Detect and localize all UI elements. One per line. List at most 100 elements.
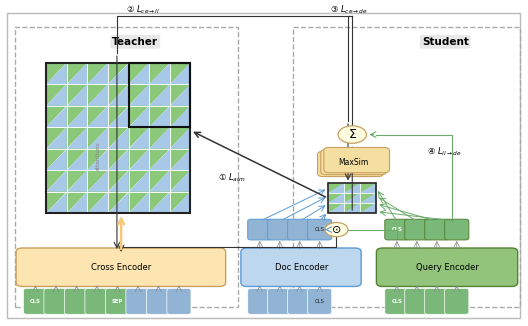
Polygon shape xyxy=(46,170,67,192)
Bar xyxy=(46,170,67,192)
Polygon shape xyxy=(67,63,87,84)
Polygon shape xyxy=(170,106,191,127)
Bar xyxy=(108,149,128,170)
Polygon shape xyxy=(344,193,360,203)
FancyBboxPatch shape xyxy=(288,289,312,314)
Bar xyxy=(46,127,67,149)
Text: CLS: CLS xyxy=(30,299,41,304)
Polygon shape xyxy=(87,192,108,213)
Polygon shape xyxy=(170,149,191,170)
Polygon shape xyxy=(149,149,170,170)
Polygon shape xyxy=(360,193,376,203)
FancyBboxPatch shape xyxy=(268,289,292,314)
Polygon shape xyxy=(128,149,149,170)
Bar xyxy=(87,192,108,213)
Polygon shape xyxy=(46,106,67,127)
Polygon shape xyxy=(87,170,108,192)
Polygon shape xyxy=(67,170,87,192)
Polygon shape xyxy=(46,170,67,192)
Polygon shape xyxy=(170,192,191,213)
Text: Teacher: Teacher xyxy=(112,37,158,47)
Bar xyxy=(87,106,108,127)
Text: ④ $L_{ll\rightarrow de}$: ④ $L_{ll\rightarrow de}$ xyxy=(427,145,461,158)
Polygon shape xyxy=(170,84,191,106)
Bar xyxy=(108,106,128,127)
Bar xyxy=(170,149,191,170)
Bar xyxy=(328,183,376,213)
FancyBboxPatch shape xyxy=(248,289,272,314)
Polygon shape xyxy=(128,84,149,106)
Bar xyxy=(170,192,191,213)
Bar xyxy=(149,192,170,213)
Polygon shape xyxy=(170,84,191,106)
Polygon shape xyxy=(344,183,360,193)
Polygon shape xyxy=(149,63,170,84)
Text: Σ: Σ xyxy=(348,128,356,141)
Polygon shape xyxy=(67,84,87,106)
Polygon shape xyxy=(87,149,108,170)
Bar xyxy=(149,106,170,127)
Polygon shape xyxy=(67,84,87,106)
Polygon shape xyxy=(149,170,170,192)
Bar xyxy=(87,127,108,149)
Polygon shape xyxy=(87,84,108,106)
Text: Cross Encoder: Cross Encoder xyxy=(91,262,151,272)
FancyBboxPatch shape xyxy=(268,219,292,240)
Bar xyxy=(67,170,87,192)
Bar xyxy=(108,84,128,106)
Bar xyxy=(170,84,191,106)
FancyBboxPatch shape xyxy=(126,289,150,314)
Polygon shape xyxy=(328,193,344,203)
Bar xyxy=(14,27,238,307)
FancyBboxPatch shape xyxy=(106,289,129,314)
Polygon shape xyxy=(87,63,108,84)
Circle shape xyxy=(338,126,366,143)
Polygon shape xyxy=(87,127,108,149)
Polygon shape xyxy=(46,127,67,149)
Bar xyxy=(293,27,520,307)
Bar xyxy=(128,192,149,213)
FancyBboxPatch shape xyxy=(288,219,312,240)
Polygon shape xyxy=(149,149,170,170)
FancyBboxPatch shape xyxy=(385,219,409,240)
Polygon shape xyxy=(108,63,128,84)
Bar xyxy=(170,127,191,149)
Bar xyxy=(149,63,170,84)
Bar xyxy=(360,193,376,203)
Polygon shape xyxy=(87,170,108,192)
Bar xyxy=(108,63,128,84)
Text: ③ $L_{ce\rightarrow de}$: ③ $L_{ce\rightarrow de}$ xyxy=(330,4,368,16)
Polygon shape xyxy=(128,192,149,213)
Bar xyxy=(149,127,170,149)
Polygon shape xyxy=(344,193,360,203)
Polygon shape xyxy=(46,149,67,170)
Polygon shape xyxy=(87,192,108,213)
Polygon shape xyxy=(67,192,87,213)
FancyBboxPatch shape xyxy=(425,289,449,314)
Polygon shape xyxy=(108,149,128,170)
Polygon shape xyxy=(360,183,376,193)
FancyBboxPatch shape xyxy=(317,151,383,177)
Polygon shape xyxy=(46,192,67,213)
FancyBboxPatch shape xyxy=(405,289,429,314)
Polygon shape xyxy=(108,127,128,149)
Polygon shape xyxy=(108,127,128,149)
Bar xyxy=(67,192,87,213)
Text: CLS: CLS xyxy=(315,299,325,304)
FancyBboxPatch shape xyxy=(308,219,332,240)
Polygon shape xyxy=(87,63,108,84)
FancyBboxPatch shape xyxy=(445,219,469,240)
Polygon shape xyxy=(67,192,87,213)
Polygon shape xyxy=(108,106,128,127)
Bar xyxy=(170,170,191,192)
Polygon shape xyxy=(108,149,128,170)
Text: attentions: attentions xyxy=(96,142,101,171)
FancyBboxPatch shape xyxy=(167,289,191,314)
FancyBboxPatch shape xyxy=(16,248,225,287)
Text: CLS: CLS xyxy=(391,227,402,232)
Polygon shape xyxy=(344,203,360,213)
Bar xyxy=(328,183,344,193)
Bar xyxy=(46,149,67,170)
Bar xyxy=(360,183,376,193)
Polygon shape xyxy=(46,149,67,170)
